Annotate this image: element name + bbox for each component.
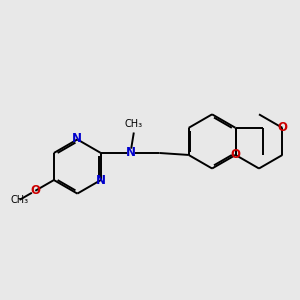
Text: N: N	[96, 174, 106, 187]
Text: O: O	[278, 122, 287, 134]
Text: O: O	[30, 184, 40, 197]
Text: CH₃: CH₃	[125, 119, 143, 129]
Text: N: N	[72, 132, 82, 145]
Text: CH₃: CH₃	[11, 195, 28, 205]
Text: N: N	[126, 146, 136, 160]
Text: O: O	[230, 148, 241, 161]
